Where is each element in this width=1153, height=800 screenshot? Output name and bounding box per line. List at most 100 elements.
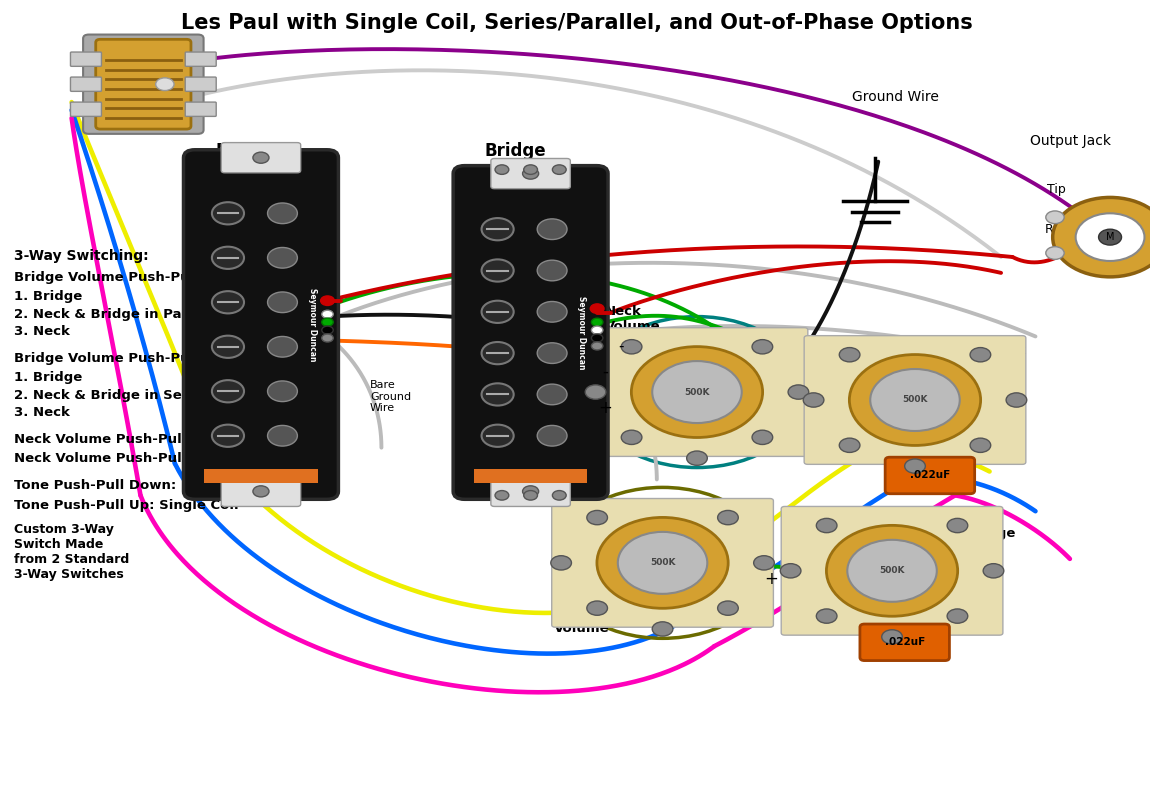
FancyBboxPatch shape (186, 77, 217, 91)
Circle shape (212, 202, 244, 225)
Circle shape (322, 310, 333, 318)
Circle shape (1053, 198, 1153, 277)
Circle shape (321, 296, 334, 306)
Circle shape (882, 630, 903, 644)
Circle shape (653, 622, 673, 636)
FancyBboxPatch shape (491, 476, 571, 506)
Circle shape (267, 292, 297, 313)
Circle shape (551, 556, 572, 570)
Circle shape (1046, 246, 1064, 259)
Circle shape (552, 165, 566, 174)
Circle shape (482, 383, 514, 406)
Circle shape (267, 337, 297, 357)
Circle shape (717, 510, 738, 525)
Text: Neck: Neck (216, 142, 262, 160)
Circle shape (537, 426, 567, 446)
Circle shape (253, 486, 269, 497)
Circle shape (267, 247, 297, 268)
Circle shape (970, 438, 990, 453)
Circle shape (687, 451, 707, 466)
Circle shape (537, 384, 567, 405)
Circle shape (984, 564, 1004, 578)
Circle shape (212, 336, 244, 358)
FancyBboxPatch shape (804, 336, 1026, 464)
Circle shape (1046, 211, 1064, 224)
Circle shape (522, 168, 538, 179)
FancyBboxPatch shape (491, 158, 571, 189)
Circle shape (537, 260, 567, 281)
Circle shape (537, 219, 567, 239)
Circle shape (495, 490, 508, 500)
Circle shape (789, 385, 808, 399)
FancyBboxPatch shape (183, 150, 338, 499)
Circle shape (839, 438, 860, 453)
Circle shape (970, 347, 990, 362)
FancyBboxPatch shape (70, 102, 101, 116)
Text: Les Paul with Single Coil, Series/Parallel, and Out-of-Phase Options: Les Paul with Single Coil, Series/Parall… (181, 13, 972, 33)
Circle shape (816, 518, 837, 533)
Circle shape (1099, 229, 1122, 245)
Circle shape (871, 369, 959, 431)
FancyBboxPatch shape (83, 34, 204, 134)
Circle shape (591, 318, 603, 326)
Text: 3-Way Switching:: 3-Way Switching: (14, 249, 149, 263)
Circle shape (1007, 393, 1027, 407)
Text: +: + (764, 570, 778, 588)
Text: .022uF: .022uF (884, 638, 925, 647)
Circle shape (839, 347, 860, 362)
Circle shape (827, 526, 958, 616)
Text: 2. Neck & Bridge in Parallel: 2. Neck & Bridge in Parallel (14, 308, 220, 321)
Text: -: - (602, 363, 608, 381)
Text: Bridge
Tone: Bridge Tone (966, 527, 1016, 555)
FancyBboxPatch shape (860, 624, 949, 661)
Circle shape (754, 556, 775, 570)
Text: 500K: 500K (684, 387, 710, 397)
Circle shape (621, 430, 642, 445)
Circle shape (267, 426, 297, 446)
Circle shape (591, 334, 603, 342)
Circle shape (618, 532, 707, 594)
Text: Bridge: Bridge (484, 142, 547, 160)
Text: 2. Neck & Bridge in Series: 2. Neck & Bridge in Series (14, 389, 210, 402)
Text: Output Jack: Output Jack (1030, 134, 1110, 148)
Text: Bare
Ground
Wire: Bare Ground Wire (672, 392, 713, 426)
Text: Tone Push-Pull Up: Single Coil: Tone Push-Pull Up: Single Coil (14, 498, 239, 511)
Circle shape (537, 343, 567, 363)
Circle shape (781, 564, 801, 578)
Circle shape (523, 490, 537, 500)
Circle shape (621, 340, 642, 354)
Text: .022uF: .022uF (910, 470, 950, 481)
Circle shape (590, 304, 604, 314)
Text: Ring: Ring (1045, 222, 1072, 236)
Circle shape (482, 259, 514, 282)
Text: +: + (598, 399, 612, 417)
FancyBboxPatch shape (96, 39, 191, 129)
FancyBboxPatch shape (186, 52, 217, 66)
Circle shape (587, 601, 608, 615)
Circle shape (632, 346, 762, 438)
Circle shape (1076, 214, 1145, 261)
Text: 3. Neck: 3. Neck (14, 326, 70, 338)
FancyBboxPatch shape (221, 476, 301, 506)
Text: 3. Neck: 3. Neck (14, 406, 70, 419)
Circle shape (847, 540, 936, 602)
Circle shape (482, 218, 514, 240)
Text: Neck
Tone: Neck Tone (989, 344, 1026, 372)
Text: Bridge Volume Push-Pull Up:: Bridge Volume Push-Pull Up: (14, 352, 229, 366)
Circle shape (482, 342, 514, 364)
Text: -: - (618, 338, 624, 354)
Circle shape (816, 609, 837, 623)
Text: Bare
Ground
Wire: Bare Ground Wire (370, 380, 412, 414)
FancyBboxPatch shape (453, 166, 608, 499)
Circle shape (267, 203, 297, 224)
Circle shape (322, 326, 333, 334)
Circle shape (552, 490, 566, 500)
Text: Ground Wire: Ground Wire (852, 90, 939, 104)
Text: Bridge
Volume: Bridge Volume (553, 606, 609, 634)
FancyBboxPatch shape (204, 469, 318, 483)
Circle shape (947, 609, 967, 623)
Text: Neck
Volume: Neck Volume (605, 305, 661, 333)
Circle shape (717, 601, 738, 615)
Circle shape (804, 393, 824, 407)
Circle shape (322, 318, 333, 326)
